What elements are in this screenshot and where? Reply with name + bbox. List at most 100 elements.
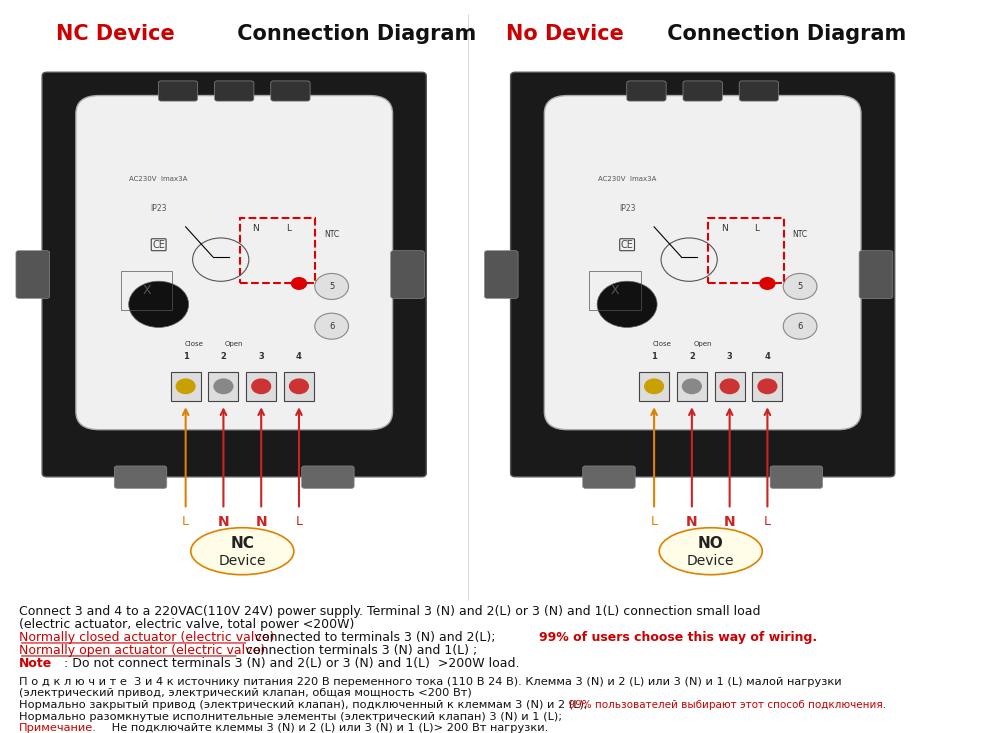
Text: connected to terminals 3 (N) and 2(L);: connected to terminals 3 (N) and 2(L); [251,631,504,644]
Circle shape [597,281,657,328]
FancyBboxPatch shape [246,372,276,401]
Text: П о д к л ю ч и т е  3 и 4 к источнику питания 220 В переменного тока (110 В 24 : П о д к л ю ч и т е 3 и 4 к источнику пи… [19,677,841,687]
Text: N: N [686,515,698,529]
Text: N: N [218,515,229,529]
Circle shape [290,379,308,394]
Text: Нормально закрытый привод (электрический клапан), подключенный к клеммам 3 (N) и: Нормально закрытый привод (электрический… [19,700,587,710]
FancyBboxPatch shape [158,81,198,101]
Text: NTC: NTC [793,229,808,239]
Bar [708,218,784,284]
Text: Normally open actuator (electric valve): Normally open actuator (electric valve) [19,644,265,658]
Text: connection terminals 3 (N) and 1(L) ;: connection terminals 3 (N) and 1(L) ; [242,644,477,658]
Text: 99% of users choose this way of wiring.: 99% of users choose this way of wiring. [539,631,817,644]
FancyBboxPatch shape [215,81,254,101]
Text: 5: 5 [329,282,334,291]
Text: 2: 2 [689,352,695,361]
Text: L: L [651,515,658,528]
Text: 3: 3 [258,352,264,361]
Circle shape [315,273,349,300]
FancyBboxPatch shape [627,81,666,101]
FancyBboxPatch shape [511,73,895,476]
Text: 2: 2 [220,352,226,361]
Text: NC: NC [230,537,254,551]
Ellipse shape [191,528,294,575]
Circle shape [783,273,817,300]
FancyBboxPatch shape [484,251,518,298]
Text: N: N [252,224,259,233]
FancyBboxPatch shape [302,466,354,488]
Text: Connection Diagram: Connection Diagram [230,24,476,44]
Circle shape [291,278,306,290]
FancyBboxPatch shape [171,372,201,401]
Text: Нормально разомкнутые исполнительные элементы (электрический клапан) 3 (N) и 1 (: Нормально разомкнутые исполнительные эле… [19,712,562,721]
Text: L: L [754,224,759,233]
Text: 1: 1 [183,352,189,361]
Text: 6: 6 [797,322,803,331]
Text: 1: 1 [651,352,657,361]
FancyBboxPatch shape [770,466,823,488]
FancyBboxPatch shape [683,81,722,101]
Text: L: L [286,224,291,233]
Text: 5: 5 [797,282,803,291]
FancyBboxPatch shape [752,372,782,401]
FancyBboxPatch shape [739,81,779,101]
Text: Device: Device [219,553,266,567]
FancyBboxPatch shape [859,251,893,298]
FancyBboxPatch shape [284,372,314,401]
Text: X: X [611,284,619,297]
FancyBboxPatch shape [16,251,50,298]
Text: Не подключайте клеммы 3 (N) и 2 (L) или 3 (N) и 1 (L)> 200 Вт нагрузки.: Не подключайте клеммы 3 (N) и 2 (L) или … [108,723,548,733]
Circle shape [129,281,189,328]
Text: Note: Note [19,658,52,671]
FancyBboxPatch shape [715,372,745,401]
Text: Normally closed actuator (electric valve): Normally closed actuator (electric valve… [19,631,274,644]
Text: Connection Diagram: Connection Diagram [660,24,907,44]
Circle shape [214,379,233,394]
Text: Close: Close [184,341,203,347]
Text: CE: CE [152,240,165,250]
Circle shape [645,379,663,394]
FancyBboxPatch shape [114,466,167,488]
Ellipse shape [659,528,762,575]
Text: CE: CE [621,240,634,250]
Text: AC230V  Imax3A: AC230V Imax3A [598,176,656,183]
Text: L: L [182,515,189,528]
Circle shape [720,379,739,394]
Circle shape [252,379,271,394]
Text: L: L [295,515,302,528]
Text: Connect 3 and 4 to a 220VAC(110V 24V) power supply. Terminal 3 (N) and 2(L) or 3: Connect 3 and 4 to a 220VAC(110V 24V) po… [19,605,760,619]
Text: X: X [142,284,151,297]
Text: L: L [764,515,771,528]
Text: : Do not connect terminals 3 (N) and 2(L) or 3 (N) and 1(L)  >200W load.: : Do not connect terminals 3 (N) and 2(L… [64,658,519,671]
Text: Close: Close [653,341,672,347]
FancyBboxPatch shape [639,372,669,401]
Text: NTC: NTC [324,229,339,239]
Text: NO: NO [698,537,724,551]
Text: N: N [255,515,267,529]
Text: 6: 6 [329,322,334,331]
FancyBboxPatch shape [544,95,861,430]
Text: Open: Open [693,341,712,347]
Text: 4: 4 [764,352,770,361]
Text: (electric actuator, electric valve, total power <200W): (electric actuator, electric valve, tota… [19,619,354,631]
FancyBboxPatch shape [583,466,635,488]
FancyBboxPatch shape [677,372,707,401]
Text: NC Device: NC Device [56,24,175,44]
Text: N: N [721,224,728,233]
Text: IP23: IP23 [619,205,635,213]
Text: 4: 4 [296,352,302,361]
Text: N: N [724,515,735,529]
FancyBboxPatch shape [271,81,310,101]
Circle shape [682,379,701,394]
Circle shape [760,278,775,290]
Circle shape [783,313,817,339]
Bar [240,218,315,284]
FancyBboxPatch shape [42,73,426,476]
FancyBboxPatch shape [76,95,393,430]
Text: IP23: IP23 [150,205,167,213]
Text: AC230V  Imax3A: AC230V Imax3A [129,176,188,183]
Circle shape [176,379,195,394]
Text: 99% пользователей выбирают этот способ подключения.: 99% пользователей выбирают этот способ п… [562,700,886,710]
Text: No Device: No Device [506,24,624,44]
Text: Device: Device [687,553,735,567]
